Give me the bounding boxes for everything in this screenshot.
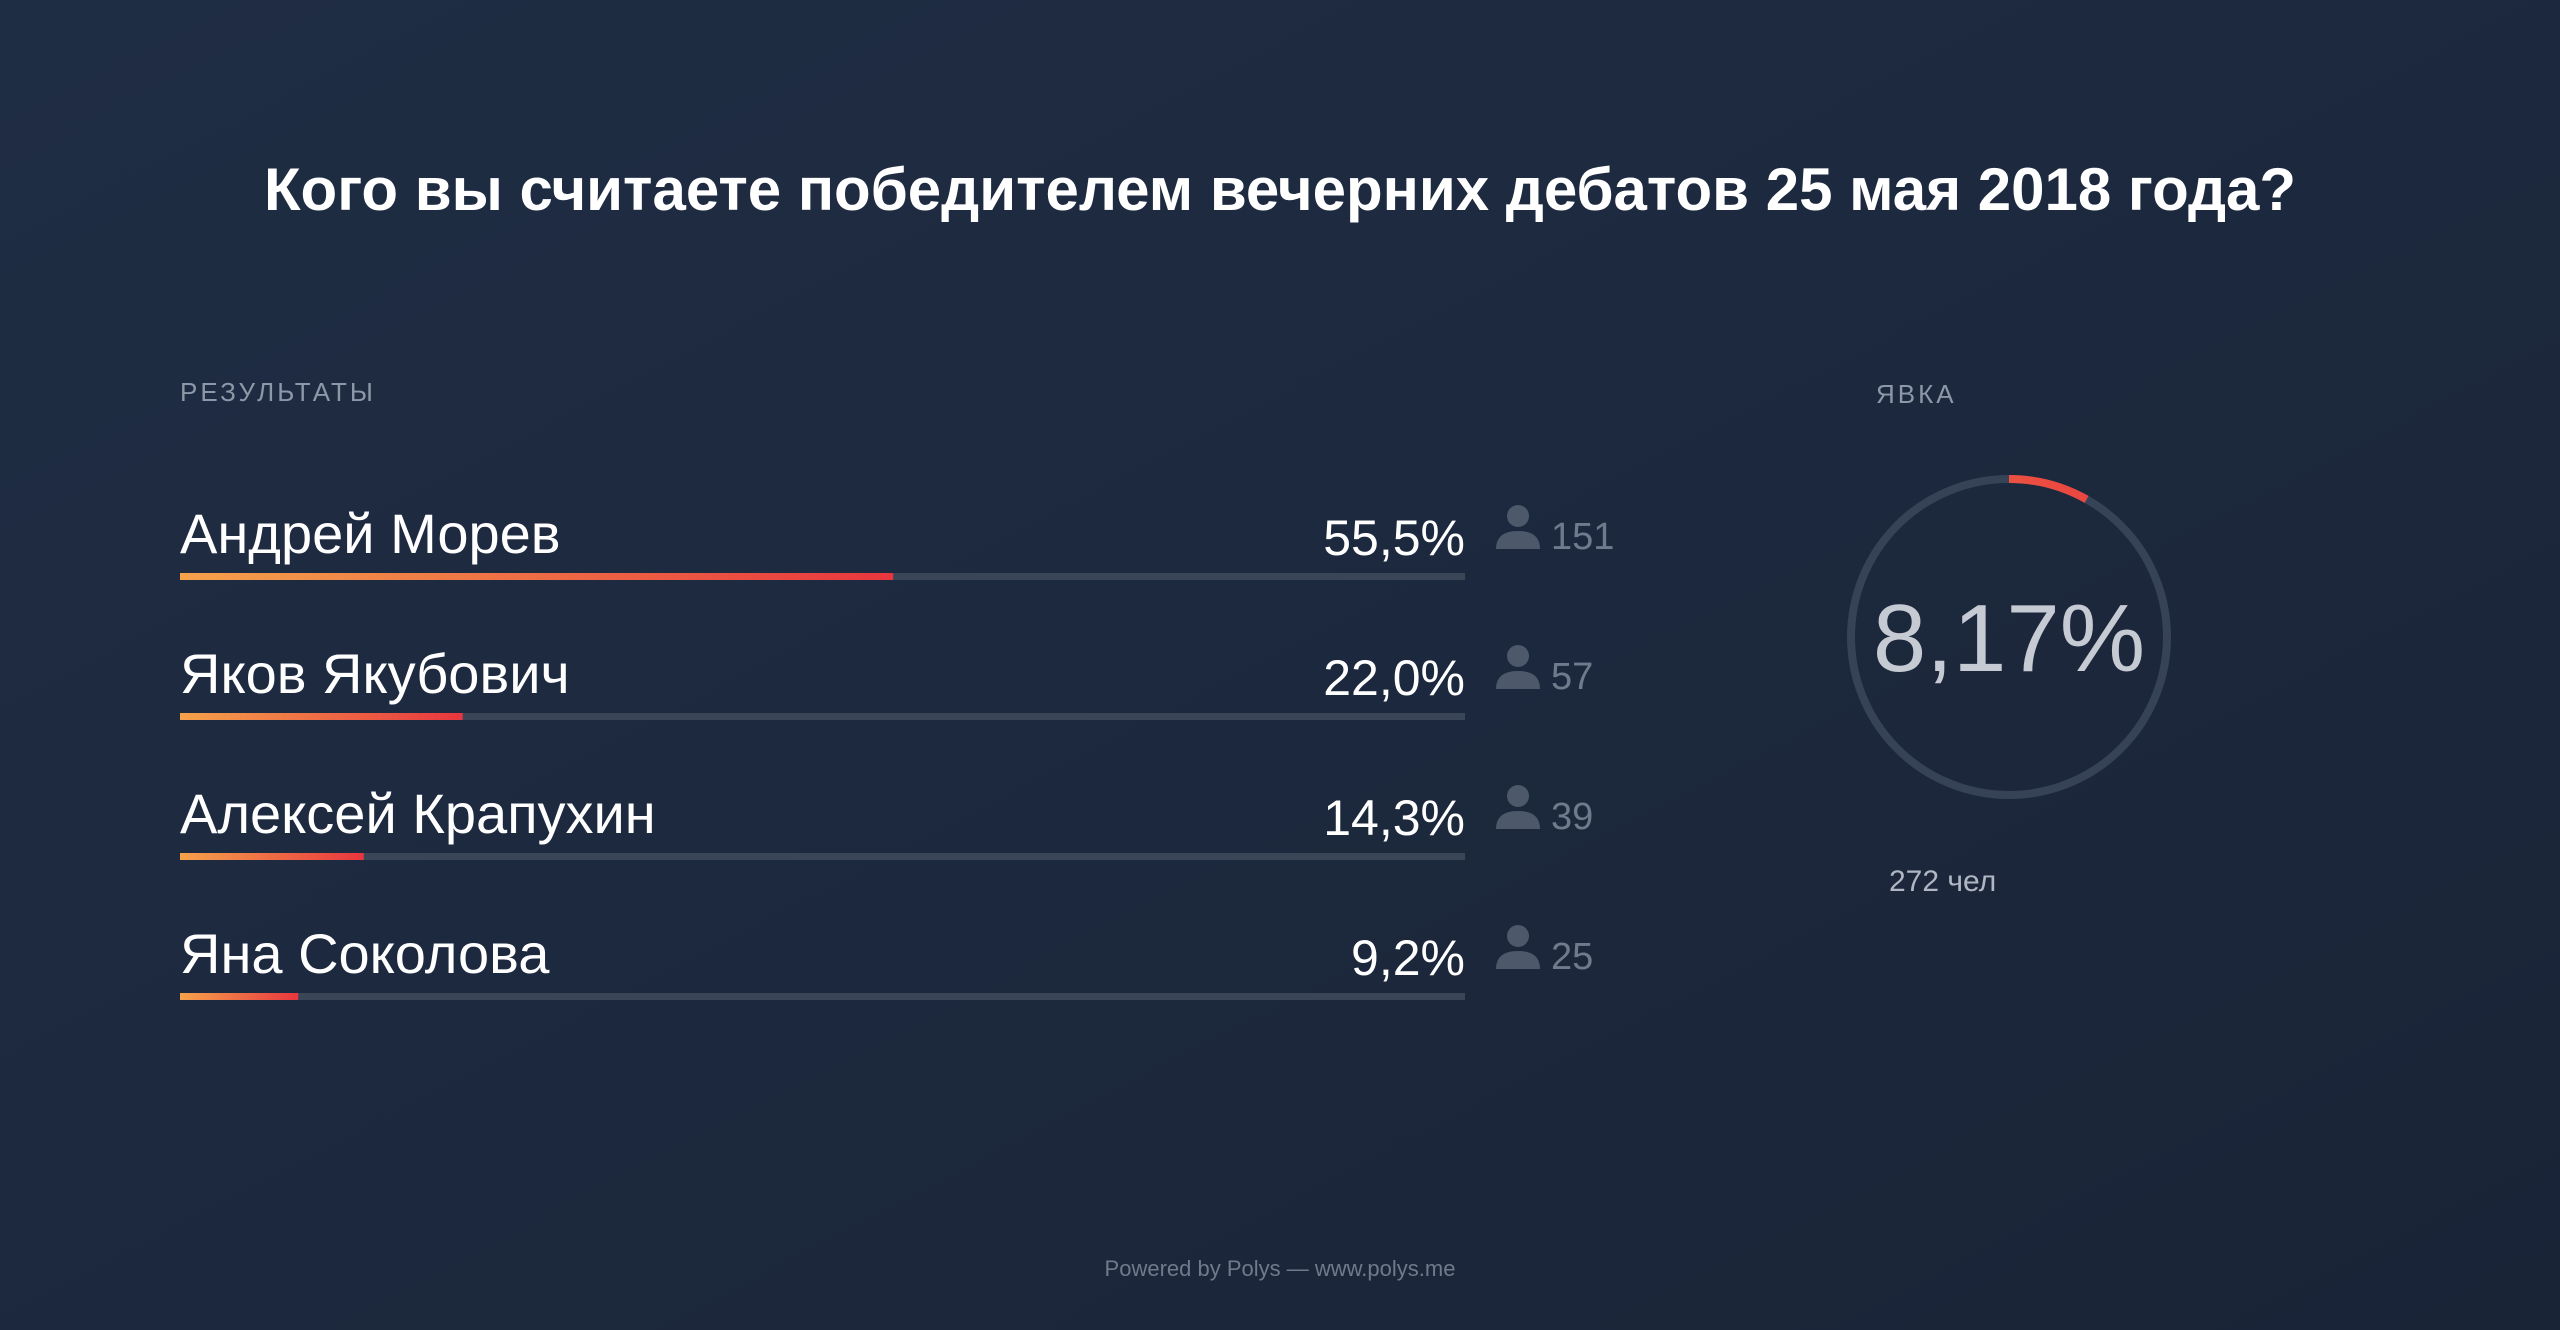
vote-count: 151 bbox=[1551, 516, 1614, 558]
candidate-name: Андрей Морев bbox=[180, 502, 561, 565]
icon-body bbox=[1496, 671, 1540, 689]
vote-count: 25 bbox=[1551, 936, 1593, 978]
bar-track bbox=[180, 993, 1465, 1000]
bar-track bbox=[180, 853, 1465, 860]
results-heading: РЕЗУЛЬТАТЫ bbox=[180, 377, 376, 407]
candidate-name: Яков Якубович bbox=[180, 642, 570, 705]
candidate-percent: 55,5% bbox=[1323, 510, 1465, 566]
poll-title: Кого вы считаете победителем вечерних де… bbox=[264, 156, 2296, 223]
person-icon bbox=[1496, 645, 1540, 689]
candidate-percent: 14,3% bbox=[1323, 790, 1465, 846]
turnout-heading: ЯВКА bbox=[1876, 379, 1957, 409]
candidate-percent: 9,2% bbox=[1351, 930, 1465, 986]
bar-fill bbox=[180, 713, 463, 720]
icon-head bbox=[1507, 505, 1529, 527]
vote-count: 57 bbox=[1551, 656, 1593, 698]
icon-head bbox=[1507, 925, 1529, 947]
icon-body bbox=[1496, 811, 1540, 829]
candidate-name: Яна Соколова bbox=[180, 922, 550, 985]
icon-body bbox=[1496, 951, 1540, 969]
vote-count: 39 bbox=[1551, 796, 1593, 838]
bar-fill bbox=[180, 853, 364, 860]
icon-head bbox=[1507, 645, 1529, 667]
footer: Powered by Polys — www.polys.me bbox=[1105, 1256, 1456, 1281]
person-icon bbox=[1496, 785, 1540, 829]
person-icon bbox=[1496, 925, 1540, 969]
icon-head bbox=[1507, 785, 1529, 807]
bar-fill bbox=[180, 573, 894, 580]
turnout-people: 272 чел bbox=[1889, 865, 1996, 898]
person-icon bbox=[1496, 505, 1540, 549]
turnout-arc bbox=[1847, 475, 2171, 799]
bar-track bbox=[180, 713, 1465, 720]
icon-body bbox=[1496, 531, 1540, 549]
candidate-name: Алексей Крапухин bbox=[180, 782, 656, 845]
candidate-percent: 22,0% bbox=[1323, 650, 1465, 706]
turnout-percent: 8,17% bbox=[1873, 585, 2145, 692]
bar-fill bbox=[180, 993, 299, 1000]
